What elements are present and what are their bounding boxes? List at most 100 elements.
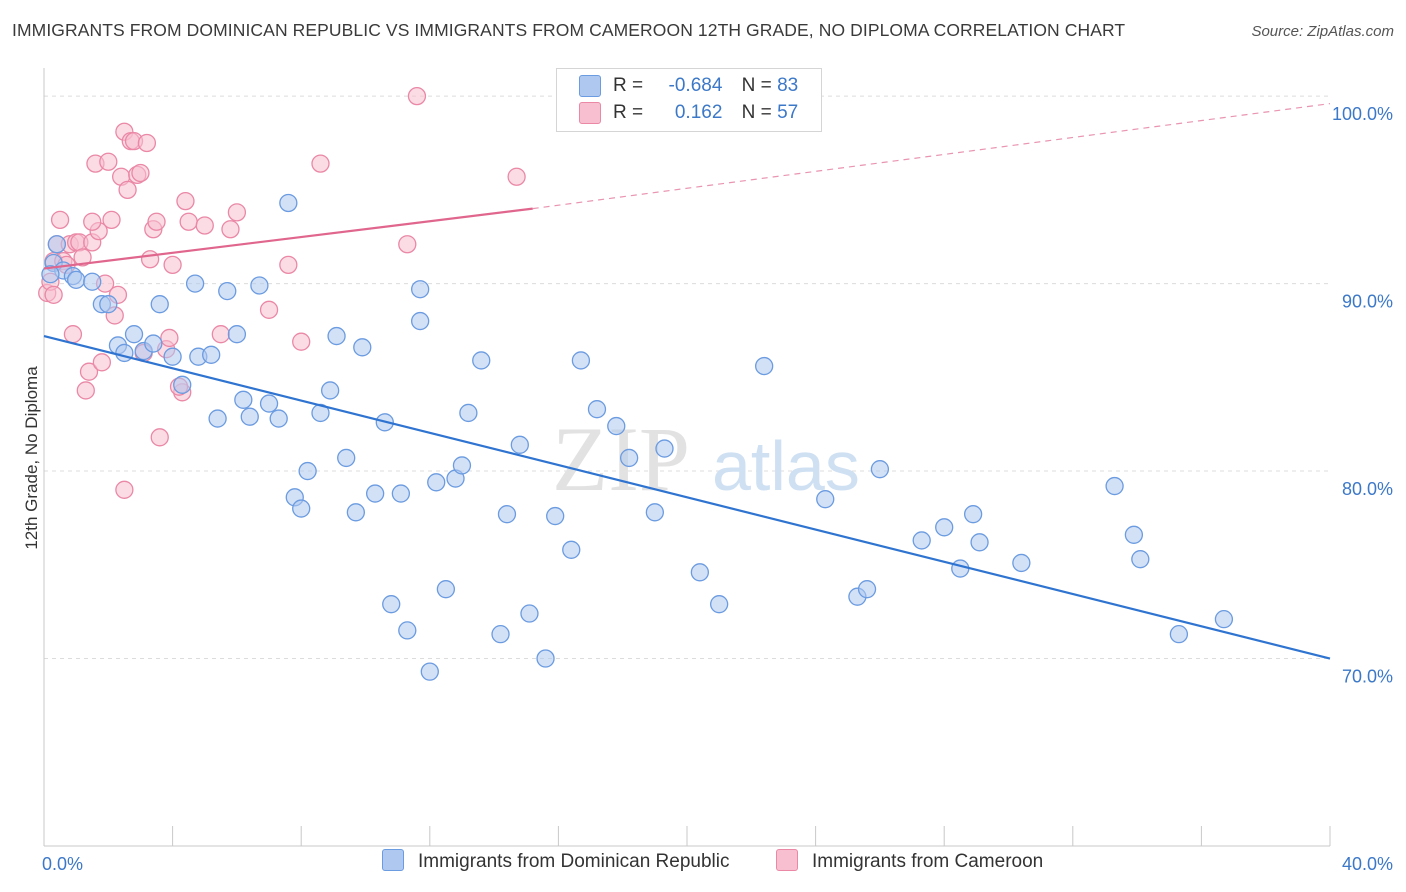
dominican-point [382,595,401,614]
dominican-swatch [579,75,601,97]
cameroon-point [292,332,311,351]
dominican-point [857,580,877,599]
dominican-point [1105,476,1124,496]
dominican-points [41,193,1234,681]
cameroon-point [163,255,182,274]
dominican-point [571,351,591,370]
dominican-point [234,390,253,409]
cameroon-point [92,353,112,372]
dominican-point [259,394,279,413]
legend-item-dominican[interactable]: Immigrants from Dominican Republic [382,849,730,873]
dominican-point [320,381,340,400]
r-value-cameroon: 0.162 [674,102,723,124]
dominican-point [337,448,356,468]
dominican-point [912,531,931,550]
dominican-point [472,351,491,370]
dominican-point [250,276,269,295]
dominican-point [150,295,169,314]
cameroon-trend-extension [532,103,1331,210]
cameroon-point [63,325,83,344]
legend-label-cameroon: Immigrants from Cameroon [812,851,1044,872]
y-tick-label: 100.0% [1332,104,1393,124]
dominican-point [963,505,983,524]
dominican-point [587,400,607,419]
dominican-point [536,649,555,668]
dominican-point [420,662,439,681]
dominican-point [710,595,729,614]
cameroon-swatch [579,102,601,124]
cameroon-trend-line [43,207,533,270]
cameroon-point [76,381,95,400]
cameroon-point [398,235,417,254]
r-label: R = [613,102,644,124]
stats-legend: R = -0.684 N = 83 R = 0.162 N = 57 [556,68,822,132]
dominican-point [83,272,102,291]
cameroon-point [140,250,160,269]
dominican-point [346,503,366,522]
dominican-point [173,375,192,394]
dominican-point [452,456,472,475]
dominican-point [411,280,430,299]
cameroon-point [115,480,134,499]
cameroon-swatch [776,849,798,872]
legend-item-cameroon[interactable]: Immigrants from Cameroon [776,849,1044,873]
cameroon-point [311,154,330,173]
cameroon-point [99,152,118,171]
x-tick-labels: 0.0% 40.0% [42,854,1393,874]
cameroon-point [279,255,298,274]
y-tick-labels: 70.0% 80.0% 90.0% 100.0% [1332,104,1393,686]
dominican-point [144,334,163,353]
dominican-point [115,343,134,363]
cameroon-point [227,203,247,222]
dominican-point [562,540,581,559]
dominican-point [951,559,970,578]
dominican-point [1214,610,1234,629]
dominican-point [1012,553,1031,573]
source-credit: Source: ZipAtlas.com [1251,23,1394,40]
dominican-point [459,403,478,423]
cameroon-point [102,210,121,230]
x-tick-marks [43,826,1331,846]
dominican-point [436,580,456,599]
dominican-point [99,295,118,314]
y-tick-label: 80.0% [1342,479,1393,499]
dominican-swatch [382,849,404,872]
dominican-point [619,448,639,468]
cameroon-point [259,300,279,319]
cameroon-point [118,180,137,200]
dominican-point [1124,525,1144,544]
series-legend: Immigrants from Dominican Republic Immig… [0,849,1406,879]
dominican-point [870,460,890,479]
r-label: R = [613,75,644,97]
dominican-point [690,563,710,582]
dominican-point [427,473,446,492]
dominican-point [208,409,227,428]
n-value-cameroon: 57 [777,102,799,124]
dominican-point [67,270,86,289]
n-label: N = [741,102,772,124]
dominican-point [398,621,417,640]
dominican-point [755,356,774,376]
x-tick-label: 40.0% [1342,854,1393,874]
n-label: N = [741,75,772,97]
cameroon-point [79,362,99,381]
cameroon-points [38,86,526,499]
dominican-point [411,311,430,331]
watermark-atlas: atlas [712,427,860,505]
cameroon-point [44,285,63,304]
dominican-point [655,439,674,458]
dominican-point [816,490,835,509]
dominican-point [218,281,237,301]
dominican-point [47,235,67,254]
dominican-point [124,325,144,344]
cameroon-point [211,325,230,344]
dominican-point [935,518,954,537]
dominican-point [1169,625,1189,644]
x-tick-label: 0.0% [42,854,83,874]
trend-lines [43,103,1331,660]
cameroon-point [73,248,92,267]
cameroon-point [407,86,427,106]
dominican-point [41,265,60,284]
dominican-point [292,499,311,518]
